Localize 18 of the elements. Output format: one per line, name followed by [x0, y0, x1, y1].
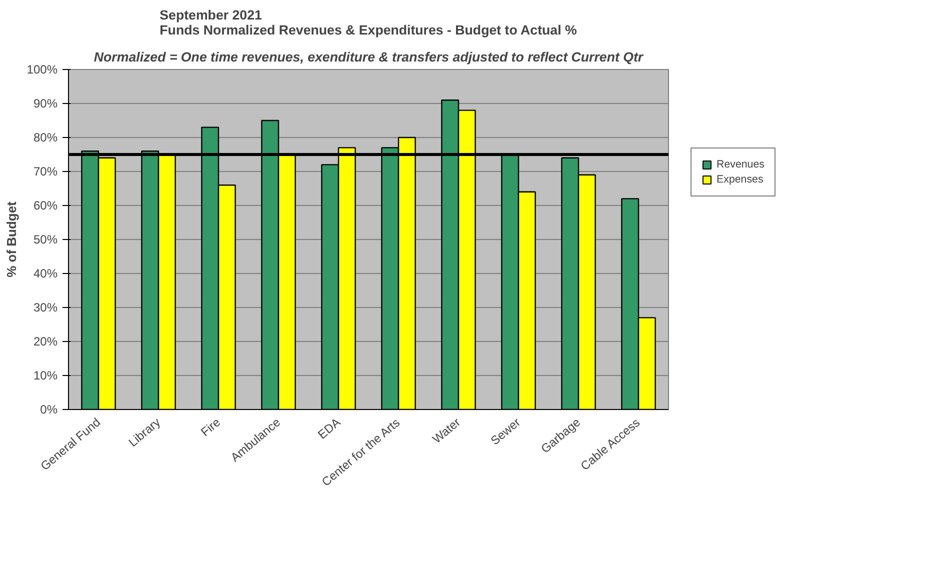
chart-title: September 2021 Funds Normalized Revenues & Expenditures - Budget to Actual %	[160, 8, 577, 38]
y-tick-label: 70%	[33, 164, 58, 178]
x-tick-label: EDA	[315, 415, 344, 442]
y-tick-label: 30%	[33, 300, 58, 314]
y-tick-label: 20%	[33, 334, 58, 348]
y-tick-label: 40%	[33, 266, 58, 280]
y-tick-label: 60%	[33, 198, 58, 212]
y-axis-title: % of Budget	[4, 200, 19, 278]
y-tick-label: 100%	[26, 62, 58, 76]
chart-subtitle: Normalized = One time revenues, exenditure & transfers adjusted to reflect Current Qtr	[94, 50, 644, 64]
y-tick-label: 0%	[40, 402, 58, 416]
y-tick-label: 90%	[33, 96, 58, 110]
y-tick-label: 50%	[33, 232, 58, 246]
x-tick-label: Fire	[198, 414, 224, 440]
y-tick-label: 10%	[33, 368, 58, 382]
y-tick-label: 80%	[33, 130, 58, 144]
legend-label: Revenues	[716, 158, 764, 171]
legend-label: Expenses	[716, 174, 764, 186]
